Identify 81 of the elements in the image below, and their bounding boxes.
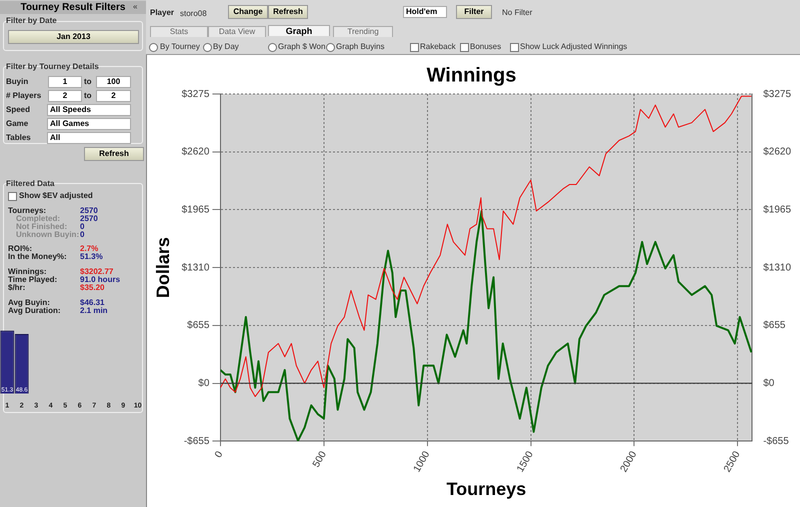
- text: Filtered Data: [6, 179, 54, 189]
- text: Change: [228, 5, 268, 19]
- text: 100: [96, 76, 131, 88]
- text: ROI%:: [8, 244, 32, 253]
- text: Speed: [6, 105, 30, 115]
- y-tick-label: $1310: [182, 262, 210, 274]
- y-tick-label: $2620: [182, 146, 210, 158]
- text: 0: [80, 222, 84, 231]
- text: Game: [6, 119, 28, 129]
- text: 91.0 hours: [80, 275, 120, 284]
- text: Refresh: [84, 147, 144, 161]
- text: Tables: [6, 133, 31, 143]
- y2-tick-label: -$655: [763, 436, 790, 447]
- y-tick-label: $1965: [182, 204, 210, 216]
- text: Trending: [333, 26, 393, 37]
- text: Hold'em: [403, 6, 447, 18]
- y2-tick-label: $2620: [763, 146, 792, 158]
- y2-tick-label: $655: [763, 320, 786, 332]
- text: Buyin: [6, 77, 28, 87]
- text: Jan 2013: [8, 30, 139, 44]
- text: 2.7%: [80, 244, 98, 253]
- text: $/hr:: [8, 283, 26, 293]
- text: 0: [80, 230, 84, 240]
- text: Unknown Buyin:: [16, 230, 80, 240]
- text: $46.31: [80, 298, 104, 307]
- y2-tick-label: $1310: [763, 262, 792, 274]
- text: «: [133, 2, 138, 12]
- y-axis-title: Dollars: [152, 237, 173, 298]
- text: Filter: [456, 5, 492, 19]
- text: to: [84, 91, 92, 101]
- x-tick-label: 0: [213, 449, 226, 460]
- text: All: [47, 132, 131, 144]
- text: Show Luck Adjusted Winnings: [520, 42, 628, 52]
- text: Data View: [208, 26, 266, 37]
- text: Graph Buyins: [336, 42, 384, 52]
- text: # Players: [6, 91, 42, 101]
- text: Rakeback: [420, 42, 456, 52]
- text: Filter by Tourney Details: [6, 62, 99, 72]
- text: storo08: [180, 9, 207, 19]
- text: $3202.77: [80, 267, 114, 276]
- text: No Filter: [502, 8, 532, 18]
- text: Bonuses: [470, 42, 502, 52]
- text: Avg Duration:: [8, 306, 61, 316]
- y2-tick-label: $0: [763, 378, 775, 390]
- text: By Day: [213, 42, 239, 52]
- text: Show $EV adjusted: [19, 191, 93, 201]
- text: All Speeds: [47, 104, 131, 116]
- y-tick-label: $655: [187, 320, 210, 332]
- text: 2: [48, 90, 82, 102]
- text: to: [84, 77, 92, 87]
- text: Graph $ Won: [278, 42, 326, 52]
- text: Stats: [150, 26, 208, 37]
- y2-tick-label: $3275: [763, 88, 792, 100]
- text: Completed:: [16, 214, 60, 223]
- text: Graph: [268, 25, 330, 36]
- y-tick-label: $3275: [182, 88, 210, 100]
- text: 2570: [80, 214, 98, 223]
- text: 2: [96, 90, 131, 102]
- text: 2570: [80, 206, 98, 215]
- text: By Tourney: [160, 42, 200, 52]
- text: Avg Buyin:: [8, 298, 50, 307]
- y-tick-label: -$655: [184, 436, 210, 447]
- text: Winnings:: [8, 267, 47, 276]
- y-tick-label: $0: [198, 378, 210, 390]
- text: Tourney Result Filters: [20, 2, 126, 13]
- text: Time Played:: [8, 275, 58, 284]
- text: $35.20: [80, 283, 104, 293]
- chart-title: Winnings: [426, 64, 516, 87]
- text: Refresh: [268, 5, 308, 19]
- text: In the Money%:: [8, 252, 67, 262]
- text: 1: [48, 76, 82, 88]
- x-tick-label: 500: [310, 449, 330, 470]
- text: 2.1 min: [80, 306, 108, 316]
- text: Filter by Date: [6, 16, 57, 26]
- x-axis-title: Tourneys: [446, 479, 526, 500]
- text: 51.3%: [80, 252, 103, 262]
- text: All Games: [47, 118, 131, 130]
- text: Player: [150, 8, 174, 18]
- text: Not Finished:: [16, 222, 68, 231]
- text: Tourneys:: [8, 206, 46, 215]
- y2-tick-label: $1965: [763, 204, 792, 216]
